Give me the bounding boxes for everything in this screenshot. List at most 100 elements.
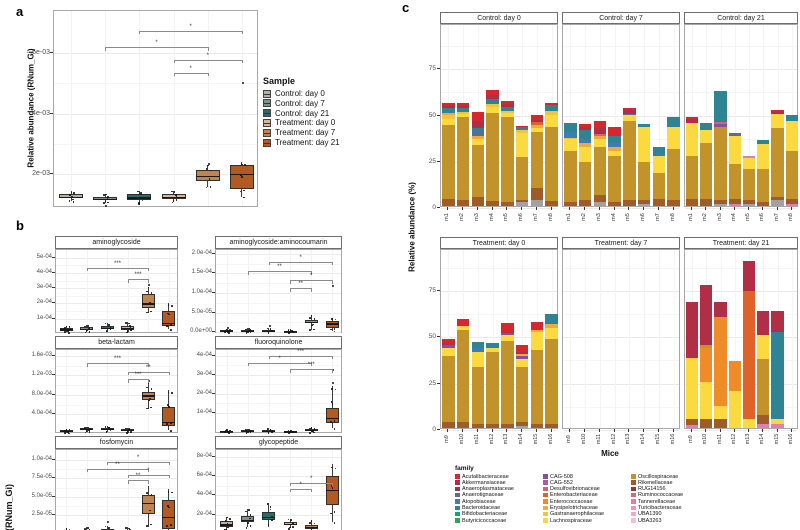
data-point	[311, 324, 313, 327]
bracket-end	[127, 371, 129, 376]
gridline-vertical	[148, 350, 150, 432]
data-point	[269, 328, 272, 330]
family-legend-label: Enterococcaceae	[550, 498, 593, 505]
x-tick-mark	[762, 429, 764, 432]
y-tick-mark	[212, 311, 215, 313]
y-tick-mark	[437, 429, 440, 430]
significance-label: *	[278, 355, 281, 362]
gridline-major	[54, 173, 257, 175]
data-point	[226, 430, 229, 433]
data-point	[224, 528, 226, 530]
bar-segment-Bacteroidaceae	[471, 128, 485, 133]
bar-segment-Oscillospiraceae	[742, 169, 756, 201]
x-tick-mark	[691, 429, 693, 432]
data-point	[247, 428, 250, 431]
data-point	[84, 431, 87, 434]
gridline-vertical	[86, 450, 88, 530]
significance-bracket	[127, 279, 149, 281]
bar-segment-Enterococcaceae	[728, 361, 741, 391]
sample-legend-label: Control: day 0	[275, 89, 325, 98]
significance-bracket	[247, 271, 312, 273]
data-point	[84, 527, 87, 530]
whisker	[127, 527, 129, 530]
whisker	[268, 327, 270, 333]
family-legend-label: Bacteroidaceae	[462, 505, 501, 511]
data-point	[333, 428, 336, 430]
x-tick-label: m2	[702, 213, 709, 221]
data-point	[170, 430, 172, 432]
data-point	[334, 318, 337, 321]
y-tick-mark	[212, 494, 215, 496]
bracket-end	[127, 474, 129, 479]
family-legend-label: CAG-552	[550, 479, 573, 486]
bar-segment-Oscillospiraceae	[578, 161, 592, 201]
bar-segment-Acutalibacteraceae	[501, 100, 514, 105]
data-point	[331, 402, 334, 405]
gridline-major	[216, 374, 341, 376]
bar-segment-Oscillospiraceae	[785, 150, 798, 199]
gridline-major	[216, 514, 341, 516]
bar-segment-Lachnospiraceae	[685, 357, 699, 419]
y-tick-label: 4e-04	[36, 268, 52, 275]
x-tick-label: m15	[532, 433, 539, 445]
bar-segment-unclassified	[714, 204, 727, 206]
data-point	[126, 431, 129, 434]
gridline-vertical	[226, 350, 228, 432]
gridline-vertical	[107, 250, 109, 332]
y-tick-label: 0.0e+00	[190, 328, 212, 335]
gridline-major	[216, 312, 341, 314]
data-point	[207, 164, 209, 167]
bar-segment-Oscillospiraceae	[714, 126, 727, 201]
bar-segment-Gastranaerophilaceae	[501, 110, 514, 113]
x-tick-label: m7	[654, 213, 661, 221]
data-point	[148, 399, 150, 402]
data-point	[330, 401, 333, 403]
gridline-major	[56, 303, 177, 305]
gridline-major	[56, 318, 177, 320]
y-tick-mark	[437, 382, 440, 384]
data-point	[88, 326, 91, 329]
x-tick-label: m10	[459, 433, 466, 445]
boxplot-key-median	[264, 103, 270, 105]
data-point	[84, 325, 87, 328]
data-point	[240, 174, 242, 177]
boxplot-key-median	[264, 93, 270, 95]
data-point	[129, 324, 131, 327]
bar-segment-Lachnospiraceae	[564, 139, 577, 151]
x-tick-label: m12	[610, 433, 617, 445]
bar-segment-Desulfovibrionaceae	[593, 133, 607, 136]
data-point	[333, 328, 336, 330]
x-tick-label: m4	[488, 213, 495, 221]
gridline-minor	[56, 365, 177, 367]
bar-segment-Acutalibacteraceae	[771, 109, 784, 112]
bracket-end	[290, 369, 292, 373]
bar-segment-Anaerotignaceae	[728, 133, 741, 136]
y-tick-mark	[52, 514, 55, 516]
bar-segment-unclassified	[771, 200, 784, 206]
bar-segment-Akkermansiaceae	[442, 342, 455, 345]
data-point	[247, 328, 250, 330]
data-point	[224, 430, 227, 432]
bar-segment-Lachnospiraceae	[742, 418, 756, 428]
bar-segment-Rikenellaceae	[785, 198, 798, 205]
data-point	[125, 427, 128, 430]
median-line	[304, 526, 318, 528]
data-point	[125, 432, 128, 434]
data-point	[266, 503, 269, 505]
gridline-major	[216, 495, 341, 497]
stacked-bar-plot	[684, 24, 798, 209]
x-tick-mark	[705, 429, 707, 432]
x-tick-mark	[491, 429, 493, 432]
x-tick-mark	[657, 429, 659, 432]
x-tick-mark	[491, 207, 493, 210]
gridline-major	[216, 456, 341, 458]
gridline-major	[563, 290, 679, 292]
gridline-vertical	[644, 250, 646, 428]
x-tick-mark	[628, 207, 630, 210]
family-swatch	[631, 511, 636, 517]
x-tick-mark	[733, 207, 735, 210]
bar-segment-Akkermansiaceae	[771, 311, 784, 332]
bar-segment-Lachnospiraceae	[700, 130, 713, 144]
bracket-end	[127, 279, 129, 283]
x-tick-mark	[535, 429, 537, 432]
